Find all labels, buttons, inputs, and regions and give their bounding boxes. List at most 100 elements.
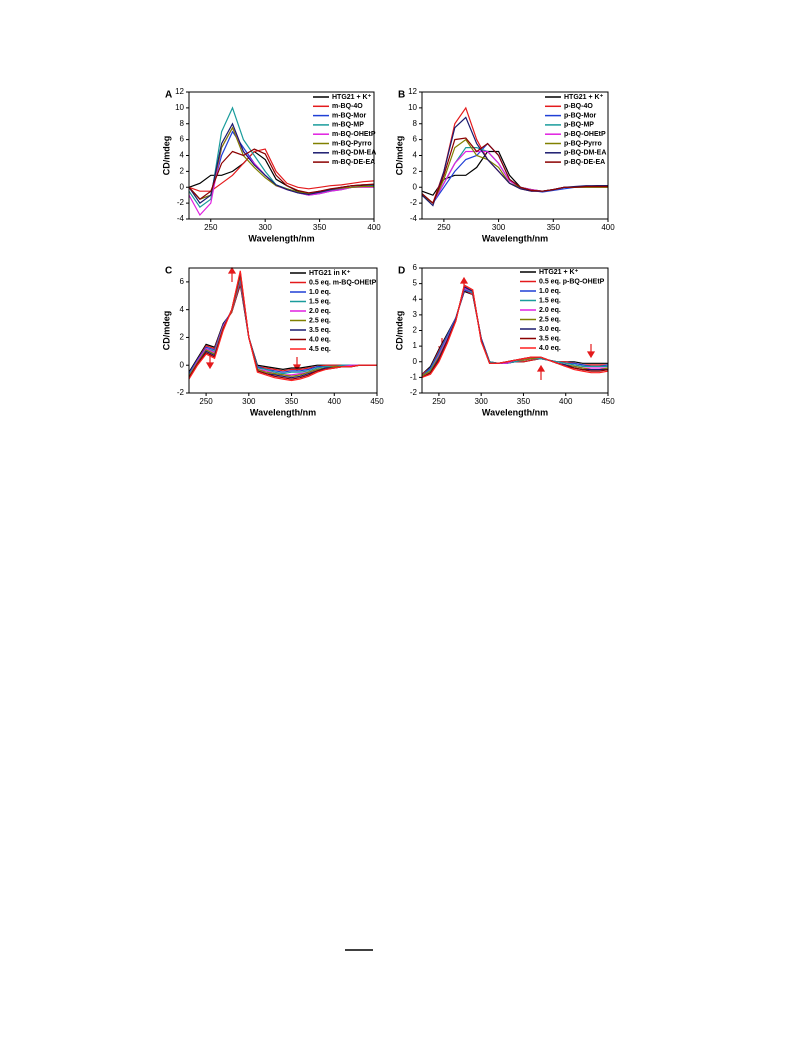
legend-label: 1.0 eq. <box>309 289 331 296</box>
y-tick-label: 12 <box>408 87 417 96</box>
x-tick-label: 400 <box>559 397 573 406</box>
y-tick-label: -1 <box>410 372 418 381</box>
y-tick-label: 1 <box>413 341 418 350</box>
y-tick-label: -2 <box>410 388 418 397</box>
y-tick-label: 10 <box>408 103 417 112</box>
y-tick-label: 2 <box>180 333 185 342</box>
legend-label: 1.0 eq. <box>539 288 561 295</box>
x-tick-label: 250 <box>432 397 446 406</box>
x-tick-label: 400 <box>601 223 615 232</box>
data-line <box>188 284 377 373</box>
plot-frame <box>421 267 609 394</box>
y-axis-label: CD/mdeg <box>161 136 171 176</box>
legend-label: m-BQ-MP <box>332 122 364 129</box>
y-tick-label: 6 <box>180 277 185 286</box>
data-line <box>421 284 609 378</box>
legend-label: m-BQ-Mor <box>332 112 366 119</box>
data-line <box>421 137 608 205</box>
legend-label: 4.5 eq. <box>309 346 331 353</box>
legend-label: p-BQ-Pyrro <box>564 140 602 147</box>
arrow-head <box>205 362 215 370</box>
legend-label: m-BQ-Pyrro <box>332 140 372 147</box>
data-line <box>188 272 377 380</box>
y-tick-label: -4 <box>410 214 418 223</box>
legend-label: HTG21 + K⁺ <box>564 94 604 101</box>
y-tick-label: 4 <box>413 294 418 303</box>
y-tick-label: 4 <box>180 151 185 160</box>
legend-label: p-BQ-DM-EA <box>564 150 606 157</box>
x-tick-label: 300 <box>475 397 489 406</box>
panel-label: A <box>165 90 172 101</box>
x-axis-label: Wavelength/nm <box>482 233 548 243</box>
x-tick-label: 400 <box>367 223 381 232</box>
legend-label: 3.5 eq. <box>309 327 331 334</box>
data-line <box>188 148 375 192</box>
legend-label: 2.5 eq. <box>309 317 331 324</box>
x-tick-label: 350 <box>285 397 299 406</box>
y-tick-label: 2 <box>413 166 418 175</box>
arrow-head <box>459 276 469 284</box>
x-tick-label: 350 <box>517 397 531 406</box>
legend-label: p-BQ-OHEtP <box>564 131 606 138</box>
y-tick-label: 6 <box>180 135 185 144</box>
x-tick-label: 450 <box>601 397 615 406</box>
legend-label: 1.5 eq. <box>539 297 561 304</box>
y-tick-label: -2 <box>177 198 185 207</box>
y-tick-label: 3 <box>413 310 418 319</box>
x-tick-label: 350 <box>547 223 561 232</box>
legend-label: p-BQ-Mor <box>564 112 597 119</box>
y-tick-label: 0 <box>413 182 418 191</box>
y-tick-label: -4 <box>177 214 185 223</box>
legend-label: 0.5 eq. p-BQ-OHEtP <box>539 278 605 285</box>
x-tick-label: 250 <box>204 223 218 232</box>
data-line <box>188 277 377 377</box>
data-line <box>188 283 377 374</box>
y-tick-label: 5 <box>413 279 418 288</box>
legend-label: p-BQ-4O <box>564 103 593 110</box>
y-axis-label: CD/mdeg <box>161 311 171 351</box>
legend-label: m-BQ-4O <box>332 103 363 110</box>
x-tick-label: 250 <box>437 223 451 232</box>
y-tick-label: 10 <box>175 103 184 112</box>
data-line <box>188 276 377 377</box>
y-tick-label: 0 <box>413 357 418 366</box>
x-tick-label: 300 <box>242 397 256 406</box>
plot-frame <box>188 267 378 394</box>
arrow-head <box>586 351 596 359</box>
x-axis-label: Wavelength/nm <box>250 407 316 417</box>
legend-label: 0.5 eq. m-BQ-OHEtP <box>309 279 377 286</box>
y-tick-label: 2 <box>413 326 418 335</box>
y-axis-label: CD/mdeg <box>394 136 404 176</box>
data-line <box>421 116 608 207</box>
legend-label: HTG21 + K⁺ <box>332 94 372 101</box>
legend-label: m-BQ-OHEtP <box>332 131 376 138</box>
legend-label: p-BQ-DE-EA <box>564 159 605 166</box>
data-line <box>188 278 377 376</box>
legend-label: 4.0 eq. <box>539 345 561 352</box>
legend-label: p-BQ-MP <box>564 122 594 129</box>
data-line <box>188 270 377 382</box>
legend-label: 2.0 eq. <box>309 308 331 315</box>
y-tick-label: 0 <box>180 182 185 191</box>
legend-label: m-BQ-DM-EA <box>332 150 376 157</box>
y-axis-label: CD/mdeg <box>394 311 404 351</box>
y-tick-label: 12 <box>175 87 184 96</box>
legend-label: HTG21 + K⁺ <box>539 269 579 276</box>
y-tick-label: 8 <box>180 119 185 128</box>
x-axis-label: Wavelength/nm <box>482 407 548 417</box>
plot-frame <box>188 91 375 220</box>
x-tick-label: 450 <box>370 397 384 406</box>
y-tick-label: 0 <box>180 360 185 369</box>
y-tick-label: -2 <box>410 198 418 207</box>
y-tick-label: 2 <box>180 166 185 175</box>
panel-label: B <box>398 90 405 101</box>
data-line <box>188 273 377 379</box>
legend-label: 3.0 eq. <box>539 326 561 333</box>
x-axis-label: Wavelength/nm <box>248 233 314 243</box>
legend-label: 3.5 eq. <box>539 335 561 342</box>
y-tick-label: 4 <box>413 151 418 160</box>
y-tick-label: 6 <box>413 263 418 272</box>
plot-frame <box>421 91 609 220</box>
